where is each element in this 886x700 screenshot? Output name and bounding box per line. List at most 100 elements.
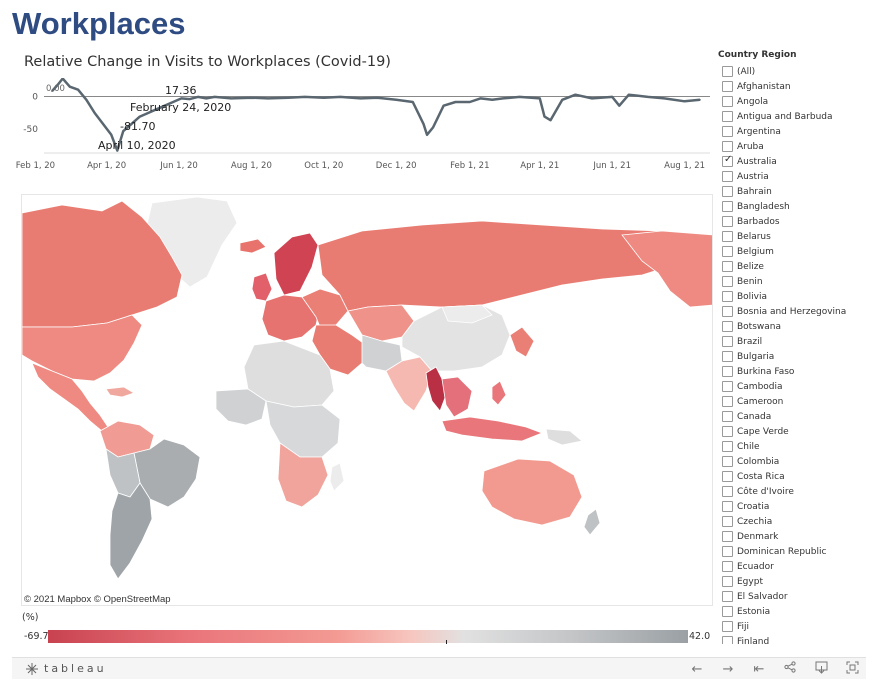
filter-checkbox[interactable] — [722, 366, 733, 377]
filter-checkbox[interactable] — [722, 171, 733, 182]
filter-item[interactable]: Angola — [718, 94, 878, 109]
data-point[interactable] — [491, 99, 494, 101]
data-point[interactable] — [469, 101, 471, 103]
argentina-chile-region[interactable] — [109, 482, 153, 580]
filter-item[interactable]: Afghanistan — [718, 79, 878, 94]
filter-item[interactable]: Denmark — [718, 529, 878, 544]
filter-checkbox[interactable] — [722, 636, 733, 644]
data-point[interactable] — [230, 97, 232, 100]
filter-checkbox[interactable] — [722, 381, 733, 392]
filter-item[interactable]: Finland — [718, 634, 878, 644]
filter-item[interactable]: Benin — [718, 274, 878, 289]
data-point[interactable] — [250, 96, 253, 99]
filter-checkbox[interactable] — [722, 186, 733, 197]
filter-item[interactable]: Cape Verde — [718, 424, 878, 439]
filter-checkbox[interactable] — [722, 246, 733, 257]
filter-checkbox[interactable] — [722, 396, 733, 407]
australia-region[interactable] — [481, 458, 583, 526]
filter-checkbox[interactable] — [722, 96, 733, 107]
data-point[interactable] — [155, 108, 158, 111]
data-point[interactable] — [110, 134, 113, 136]
caribbean-region[interactable] — [105, 386, 135, 398]
filter-item[interactable]: Croatia — [718, 499, 878, 514]
data-point[interactable] — [412, 101, 414, 103]
southern-africa-region[interactable] — [277, 442, 329, 508]
filter-checkbox[interactable] — [722, 516, 733, 527]
filter-checkbox[interactable] — [722, 411, 733, 422]
download-icon[interactable] — [813, 661, 829, 678]
madagascar-region[interactable] — [329, 462, 345, 492]
data-point[interactable] — [663, 97, 666, 100]
data-point[interactable] — [267, 97, 269, 100]
filter-checkbox[interactable] — [722, 486, 733, 497]
filter-checkbox[interactable] — [722, 471, 733, 482]
eastern-europe-region[interactable] — [301, 288, 349, 328]
data-point[interactable] — [180, 97, 183, 100]
filter-checkbox[interactable] — [722, 231, 733, 242]
filter-item[interactable]: Brazil — [718, 334, 878, 349]
philippines-region[interactable] — [491, 380, 507, 406]
data-point[interactable] — [57, 83, 59, 86]
world-map[interactable] — [21, 194, 713, 606]
filter-checkbox[interactable] — [722, 66, 733, 77]
data-point[interactable] — [543, 115, 546, 118]
filter-item[interactable]: Colombia — [718, 454, 878, 469]
filter-item[interactable]: Bahrain — [718, 184, 878, 199]
data-point[interactable] — [304, 96, 306, 98]
mongolia-region[interactable] — [441, 304, 493, 324]
central-africa-region[interactable] — [265, 400, 341, 458]
filter-item[interactable]: Belarus — [718, 229, 878, 244]
series-line[interactable] — [51, 78, 701, 152]
data-point[interactable] — [376, 96, 379, 99]
data-point[interactable] — [205, 97, 208, 100]
filter-checkbox[interactable] — [722, 531, 733, 542]
filter-checkbox[interactable] — [722, 261, 733, 272]
filter-checkbox[interactable] — [722, 201, 733, 212]
data-point[interactable] — [611, 96, 613, 98]
data-point[interactable] — [432, 126, 434, 129]
filter-item[interactable]: Argentina — [718, 124, 878, 139]
filter-item[interactable]: (All) — [718, 64, 878, 79]
usa-region[interactable] — [22, 314, 143, 382]
filter-checkbox[interactable] — [722, 606, 733, 617]
data-point[interactable] — [454, 101, 457, 103]
filter-checkbox[interactable] — [722, 561, 733, 572]
filter-checkbox[interactable] — [722, 591, 733, 602]
filter-checkbox[interactable] — [722, 501, 733, 512]
data-point[interactable] — [339, 96, 342, 98]
filter-item[interactable]: Bolivia — [718, 289, 878, 304]
filter-checkbox[interactable] — [722, 321, 733, 332]
data-point[interactable] — [502, 97, 504, 100]
filter-item[interactable]: Cameroon — [718, 394, 878, 409]
data-point[interactable] — [163, 104, 166, 107]
filter-item[interactable]: Czechia — [718, 514, 878, 529]
data-point[interactable] — [197, 96, 199, 98]
data-point[interactable] — [147, 112, 149, 114]
filter-checkbox[interactable] — [722, 621, 733, 632]
redo-icon[interactable]: → — [722, 661, 734, 677]
data-point[interactable] — [683, 100, 686, 103]
tableau-logo[interactable]: tableau — [12, 662, 107, 675]
filter-checkbox[interactable] — [722, 126, 733, 137]
indonesia-region[interactable] — [441, 416, 544, 442]
filter-item[interactable]: Estonia — [718, 604, 878, 619]
filter-item[interactable]: Côte d'Ivoire — [718, 484, 878, 499]
far-east-region[interactable] — [621, 230, 713, 308]
data-point[interactable] — [518, 96, 521, 98]
filter-item[interactable]: Antigua and Barbuda — [718, 109, 878, 124]
data-point[interactable] — [51, 90, 53, 92]
west-africa-region[interactable] — [215, 388, 267, 426]
data-point[interactable] — [479, 97, 482, 100]
new-zealand-region[interactable] — [583, 508, 601, 536]
data-point[interactable] — [591, 97, 593, 100]
filter-item[interactable]: Australia — [718, 154, 878, 169]
data-point[interactable] — [77, 88, 79, 91]
data-point[interactable] — [561, 99, 564, 101]
filter-checkbox[interactable] — [722, 546, 733, 557]
revert-icon[interactable]: ⇤ — [753, 661, 765, 677]
fullscreen-icon[interactable] — [844, 661, 860, 678]
filter-item[interactable]: Chile — [718, 439, 878, 454]
line-chart[interactable]: 0 -50 Feb 1, 20 Apr 1, 20 Jun 1, 20 Aug 1, … — [10, 78, 710, 176]
data-point[interactable] — [172, 101, 174, 103]
filter-item[interactable]: Costa Rica — [718, 469, 878, 484]
